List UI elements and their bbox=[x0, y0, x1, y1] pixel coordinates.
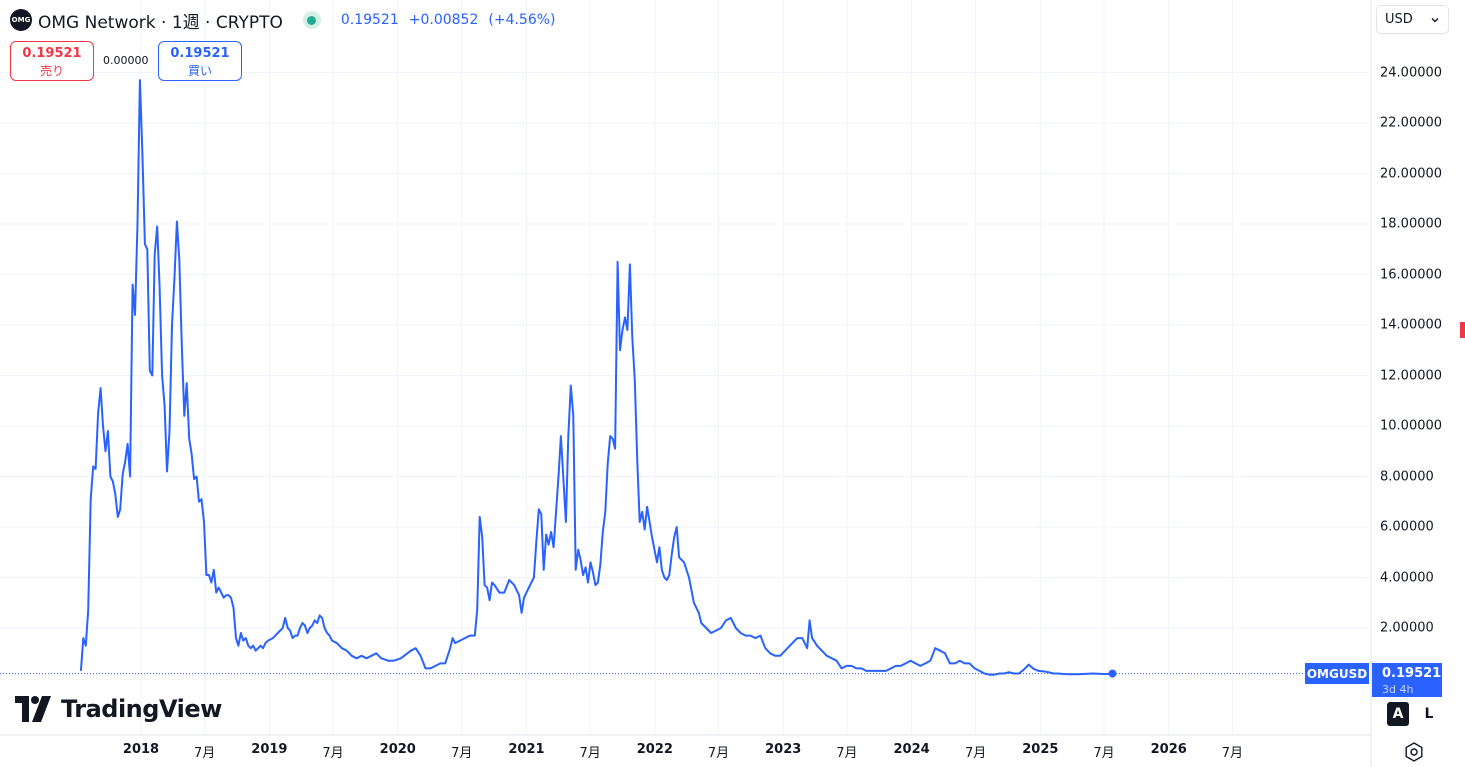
y-tick-label: 18.00000 bbox=[1380, 216, 1443, 232]
x-tick-label: 7月 bbox=[579, 746, 601, 761]
currency-select[interactable]: USD bbox=[1376, 5, 1449, 34]
buy-label: 買い bbox=[187, 64, 212, 78]
x-tick-label: 2020 bbox=[379, 742, 416, 757]
header-change: +0.00852 bbox=[408, 12, 479, 28]
sell-label: 売り bbox=[39, 64, 64, 78]
tradingview-wordmark: TradingView bbox=[61, 695, 222, 723]
x-tick-label: 2022 bbox=[636, 742, 673, 757]
x-tick-label: 7月 bbox=[1093, 746, 1115, 761]
x-tick-label: 7月 bbox=[707, 746, 730, 761]
tradingview-icon bbox=[15, 696, 51, 722]
log-scale-button[interactable]: L bbox=[1418, 702, 1440, 726]
y-tick-label: 8.00000 bbox=[1380, 469, 1434, 484]
x-tick-label: 2018 bbox=[122, 742, 160, 757]
x-tick-label: 7月 bbox=[1221, 746, 1244, 761]
price-axis-marker bbox=[1460, 322, 1465, 338]
auto-scale-button[interactable]: A bbox=[1387, 702, 1409, 726]
currency-label: USD bbox=[1385, 12, 1413, 27]
y-tick-label: 20.00000 bbox=[1380, 166, 1443, 181]
last-price-badge: 0.19521 3d 4h bbox=[1372, 663, 1442, 697]
chevron-down-icon bbox=[1431, 17, 1439, 22]
y-tick-label: 6.00000 bbox=[1380, 519, 1434, 535]
grid bbox=[0, 0, 1371, 735]
sell-button[interactable]: 0.19521 売り bbox=[10, 41, 94, 81]
y-tick-label: 16.00000 bbox=[1380, 267, 1443, 282]
buy-price: 0.19521 bbox=[170, 46, 230, 61]
axis-lines bbox=[0, 0, 1372, 767]
y-tick-label: 2.00000 bbox=[1380, 620, 1434, 636]
header-change-pct: (+4.56%) bbox=[488, 12, 556, 28]
omg-logo-icon: OMG bbox=[10, 9, 32, 31]
symbol-badge: OMGUSD bbox=[1305, 663, 1369, 684]
sell-price: 0.19521 bbox=[22, 46, 82, 61]
y-tick-label: 24.00000 bbox=[1380, 65, 1443, 80]
symbol-title[interactable]: OMG Network · 1週 · CRYPTO bbox=[38, 12, 283, 33]
last-price-value: 0.19521 bbox=[1382, 666, 1442, 681]
header-price: 0.19521 bbox=[340, 12, 399, 28]
x-tick-label: 2021 bbox=[508, 742, 545, 757]
series-line bbox=[79, 79, 1113, 676]
gear-icon[interactable] bbox=[1402, 740, 1426, 764]
spread-value: 0.00000 bbox=[103, 54, 149, 67]
buy-button[interactable]: 0.19521 買い bbox=[158, 41, 242, 81]
x-tick-label: 2026 bbox=[1150, 742, 1187, 757]
x-tick-label: 7月 bbox=[964, 746, 987, 761]
x-tick-label: 7月 bbox=[322, 746, 344, 761]
y-tick-label: 10.00000 bbox=[1380, 418, 1443, 434]
x-tick-label: 2019 bbox=[251, 742, 288, 757]
tradingview-logo[interactable]: TradingView bbox=[14, 694, 222, 724]
market-status-icon[interactable] bbox=[302, 11, 321, 29]
x-tick-label: 7月 bbox=[836, 746, 858, 761]
x-tick-label: 7月 bbox=[194, 746, 216, 761]
symbol-header: OMG OMG Network · 1週 · CRYPTO 0.19521 +0… bbox=[10, 7, 566, 33]
y-tick-label: 22.00000 bbox=[1380, 115, 1443, 131]
bar-countdown: 3d 4h bbox=[1382, 683, 1414, 696]
last-price-point bbox=[1108, 669, 1117, 678]
x-tick-label: 2023 bbox=[765, 742, 802, 757]
y-tick-label: 14.00000 bbox=[1380, 317, 1443, 333]
y-tick-label: 4.00000 bbox=[1380, 570, 1434, 585]
y-tick-label: 12.00000 bbox=[1380, 368, 1443, 383]
x-tick-label: 7月 bbox=[451, 746, 473, 761]
x-tick-label: 2024 bbox=[893, 742, 930, 757]
x-tick-label: 2025 bbox=[1022, 742, 1059, 757]
